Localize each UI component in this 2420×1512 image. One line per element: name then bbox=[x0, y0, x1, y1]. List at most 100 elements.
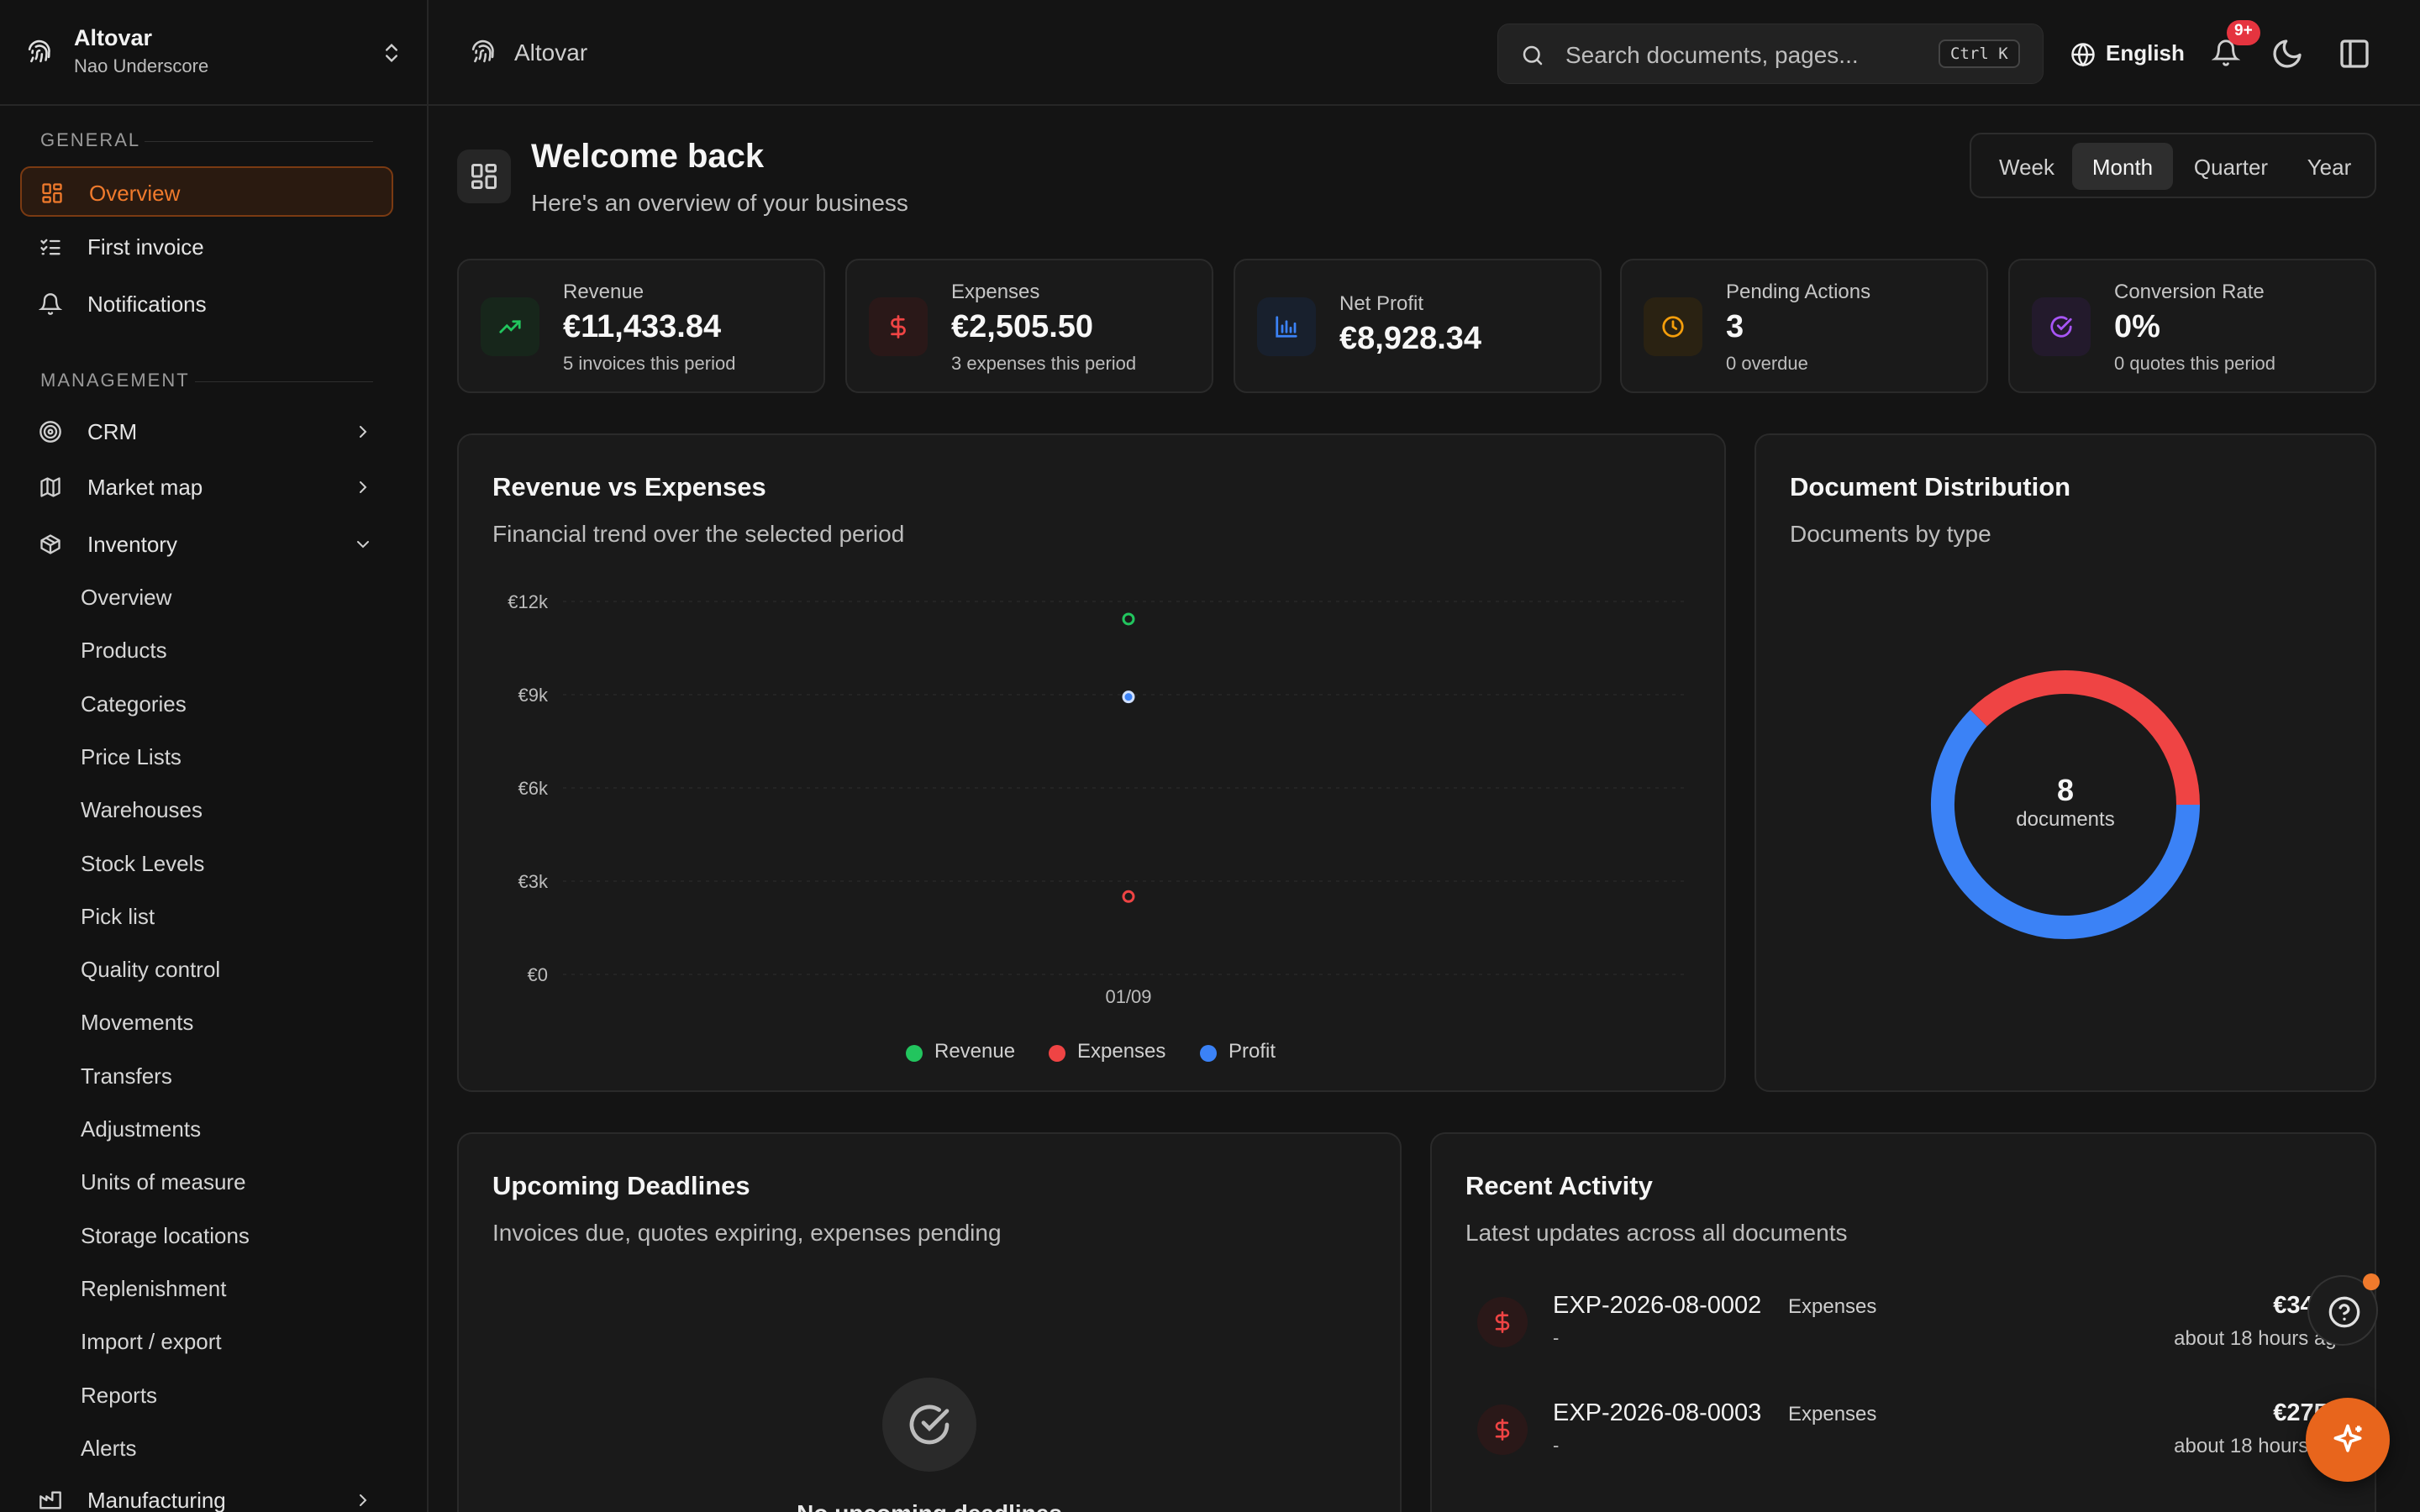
moon-icon[interactable] bbox=[2270, 37, 2304, 71]
y-tick-label: €0 bbox=[528, 964, 548, 985]
period-year[interactable]: Year bbox=[2307, 155, 2352, 180]
sidebar-item-label: Market map bbox=[87, 475, 203, 500]
y-tick-label: €12k bbox=[508, 591, 549, 612]
inventory-subitem-quality-control[interactable]: Quality control bbox=[81, 957, 221, 983]
legend-dot-profit bbox=[1200, 1045, 1217, 1062]
legend-label-expenses[interactable]: Expenses bbox=[1077, 1040, 1166, 1063]
target-icon bbox=[39, 421, 61, 443]
sidebar-item-notifications[interactable]: Notifications bbox=[20, 279, 393, 329]
inventory-subitem-products[interactable]: Products bbox=[81, 638, 167, 664]
data-point-profit[interactable] bbox=[1122, 690, 1135, 704]
inventory-subitem-warehouses[interactable]: Warehouses bbox=[81, 797, 203, 823]
activity-row[interactable]: EXP-2026-08-0003 Expenses - €275.0 about… bbox=[1465, 1388, 2348, 1472]
inventory-subitem-overview[interactable]: Overview bbox=[81, 585, 172, 610]
language-switcher[interactable]: English bbox=[2062, 24, 2185, 84]
sidebar-item-label: Overview bbox=[89, 181, 181, 206]
panel-title: Recent Activity bbox=[1465, 1171, 1653, 1200]
stat-value: 0% bbox=[2114, 309, 2160, 344]
inventory-subitem-categories[interactable]: Categories bbox=[81, 690, 187, 717]
inventory-subitem-alerts[interactable]: Alerts bbox=[81, 1435, 137, 1461]
stat-value: €2,505.50 bbox=[951, 309, 1094, 344]
sidebar-item-first-invoice[interactable]: First invoice bbox=[20, 222, 393, 272]
period-month[interactable]: Month bbox=[2072, 143, 2173, 190]
inventory-subitem-adjustments[interactable]: Adjustments bbox=[81, 1116, 202, 1142]
inventory-subitem-storage-locations[interactable]: Storage locations bbox=[81, 1222, 250, 1248]
upcoming-deadlines-panel: Upcoming Deadlines Invoices due, quotes … bbox=[457, 1132, 1402, 1512]
stat-card-expenses[interactable]: Expenses €2,505.50 3 expenses this perio… bbox=[845, 259, 1213, 393]
dashboard-icon bbox=[457, 150, 511, 203]
bar-chart-icon bbox=[1257, 297, 1316, 356]
stat-card-net-profit[interactable]: Net Profit €8,928.34 bbox=[1234, 259, 1602, 393]
ai-assistant-button[interactable] bbox=[2306, 1398, 2390, 1482]
search-placeholder: Search documents, pages... bbox=[1565, 42, 1859, 68]
stat-card-pending-actions[interactable]: Pending Actions 3 0 overdue bbox=[1620, 259, 1988, 393]
panel-subtitle: Invoices due, quotes expiring, expenses … bbox=[492, 1220, 1002, 1246]
inventory-subitem-import-export[interactable]: Import / export bbox=[81, 1329, 222, 1355]
chevron-right-icon bbox=[360, 481, 367, 493]
page-subtitle: Here's an overview of your business bbox=[531, 190, 908, 216]
data-point-expenses[interactable] bbox=[1122, 890, 1135, 903]
inventory-subitem-transfers[interactable]: Transfers bbox=[81, 1063, 172, 1089]
legend-label-profit[interactable]: Profit bbox=[1228, 1040, 1276, 1063]
trending-up-icon bbox=[481, 297, 539, 356]
stat-label: Revenue bbox=[563, 281, 644, 303]
document-distribution-donut bbox=[1931, 670, 2200, 939]
notifications-button[interactable]: 9+ bbox=[2203, 20, 2260, 77]
dollar-icon bbox=[869, 297, 928, 356]
section-management: MANAGEMENT bbox=[40, 370, 190, 391]
search-input[interactable]: Search documents, pages... Ctrl K bbox=[1497, 24, 2044, 84]
donut-slice-1[interactable] bbox=[1970, 670, 2200, 806]
top-header: Altovar Search documents, pages... Ctrl … bbox=[429, 0, 2420, 106]
y-tick-label: €9k bbox=[518, 685, 549, 706]
sidebar-item-inventory[interactable]: Inventory bbox=[20, 519, 393, 570]
help-circle-icon bbox=[2328, 1296, 2360, 1328]
circle-check-icon bbox=[2032, 297, 2091, 356]
search-icon bbox=[1523, 45, 1543, 66]
inventory-subitem-units-of-measure[interactable]: Units of measure bbox=[81, 1169, 246, 1195]
help-indicator-dot bbox=[2363, 1273, 2380, 1290]
data-point-revenue[interactable] bbox=[1122, 612, 1135, 626]
sidebar-item-label: Inventory bbox=[87, 532, 177, 557]
stat-value: €11,433.84 bbox=[563, 309, 722, 344]
stat-label: Expenses bbox=[951, 281, 1040, 303]
inventory-subitem-stock-levels[interactable]: Stock Levels bbox=[81, 850, 205, 876]
chevrons-up-down-icon bbox=[386, 44, 397, 62]
sidebar: Altovar Nao Underscore GENERAL Overview … bbox=[0, 0, 429, 1512]
sidebar-item-crm[interactable]: CRM bbox=[20, 407, 393, 457]
revenue-expenses-chart: €0 €3k €6k €9k €12k 01/09 bbox=[508, 591, 1687, 1007]
panel-left-icon[interactable] bbox=[2338, 37, 2371, 71]
inventory-subitem-movements[interactable]: Movements bbox=[81, 1010, 194, 1036]
org-switcher[interactable]: Altovar Nao Underscore bbox=[0, 0, 427, 106]
inventory-subitem-pick-list[interactable]: Pick list bbox=[81, 903, 155, 929]
globe-icon bbox=[2071, 43, 2095, 67]
sidebar-item-market-map[interactable]: Market map bbox=[20, 462, 393, 512]
period-week[interactable]: Week bbox=[1999, 155, 2054, 180]
donut-slice-0[interactable] bbox=[1931, 709, 2200, 939]
legend-label-revenue[interactable]: Revenue bbox=[934, 1040, 1016, 1063]
sidebar-item-overview[interactable]: Overview bbox=[20, 166, 393, 217]
breadcrumb[interactable]: Altovar bbox=[514, 39, 588, 66]
period-quarter[interactable]: Quarter bbox=[2193, 155, 2269, 180]
sidebar-item-label: CRM bbox=[87, 419, 138, 444]
divider bbox=[145, 141, 373, 142]
inventory-subitem-price-lists[interactable]: Price Lists bbox=[81, 743, 182, 769]
sidebar-item-manufacturing[interactable]: Manufacturing bbox=[20, 1475, 393, 1512]
stat-note: 3 expenses this period bbox=[951, 353, 1137, 374]
section-general: GENERAL bbox=[40, 129, 141, 150]
y-tick-label: €6k bbox=[518, 778, 549, 799]
activity-row[interactable]: EXP-2026-08-0002 Expenses - €340.5 about… bbox=[1465, 1280, 2348, 1364]
empty-state-text: No upcoming deadlines bbox=[459, 1500, 1400, 1512]
inventory-subitem-reports[interactable]: Reports bbox=[81, 1382, 158, 1408]
stat-note: 0 quotes this period bbox=[2114, 353, 2276, 374]
stat-card-revenue[interactable]: Revenue €11,433.84 5 invoices this perio… bbox=[457, 259, 825, 393]
stat-label: Net Profit bbox=[1339, 292, 1424, 315]
org-name: Altovar bbox=[74, 25, 153, 50]
activity-detail: - bbox=[1553, 1327, 1560, 1348]
stat-card-conversion-rate[interactable]: Conversion Rate 0% 0 quotes this period bbox=[2008, 259, 2376, 393]
fingerprint-icon bbox=[28, 39, 50, 63]
page-title: Welcome back bbox=[531, 138, 765, 175]
inventory-subitem-replenishment[interactable]: Replenishment bbox=[81, 1275, 227, 1301]
sidebar-item-label: First invoice bbox=[87, 234, 204, 260]
chevron-down-icon bbox=[357, 541, 369, 549]
legend-dot-revenue bbox=[906, 1045, 923, 1062]
